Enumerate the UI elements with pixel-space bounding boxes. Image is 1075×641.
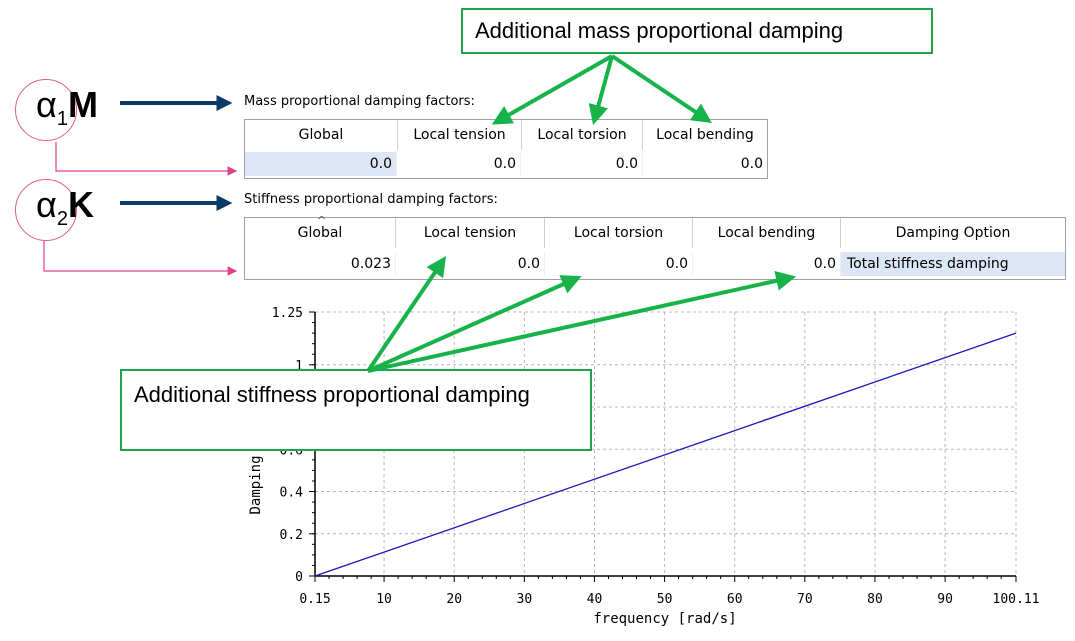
- mass-value-global[interactable]: 0.0: [245, 152, 397, 176]
- alpha2-circle: [15, 179, 77, 241]
- alpha1-circle: [15, 79, 77, 141]
- chart-ticks: 0.15102030405060708090100.1100.20.40.60.…: [272, 306, 1040, 607]
- y-tick-label: 1.25: [272, 306, 303, 321]
- damping-series-line: [314, 332, 1017, 577]
- alpha1-m-symbol: α1M: [36, 84, 98, 131]
- chart-y-axis-label: Damping: [248, 455, 264, 514]
- stiffness-value-local-torsion[interactable]: 0.0: [545, 252, 693, 276]
- stiffness-header-local-bending[interactable]: Local bending: [693, 218, 841, 248]
- x-tick-label: 50: [657, 592, 673, 607]
- mass-header-local-bending[interactable]: Local bending: [656, 127, 754, 143]
- x-tick-label: 20: [446, 592, 462, 607]
- mass-damping-callout: Additional mass proportional damping: [461, 8, 933, 54]
- chart-x-axis-label: frequency [rad/s]: [593, 611, 736, 627]
- x-tick-label: 60: [727, 592, 743, 607]
- mass-value-local-tension[interactable]: 0.0: [397, 152, 521, 176]
- x-tick-label: 90: [937, 592, 953, 607]
- mass-header-local-torsion[interactable]: Local torsion: [522, 120, 643, 150]
- stiffness-factors-table: Global Local tension Local torsion Local…: [244, 214, 1066, 280]
- mass-factors-table: Global Local tension Local torsion Local…: [244, 119, 768, 179]
- stiffness-factors-label: Stiffness proportional damping factors:: [244, 192, 498, 207]
- y-tick-label: 0.2: [280, 528, 303, 543]
- chart-series: [314, 332, 1017, 577]
- mass-damping-callout-text: Additional mass proportional damping: [475, 18, 844, 43]
- y-tick-label: 0.4: [280, 486, 304, 501]
- sort-caret-icon: ^: [317, 214, 327, 227]
- x-tick-label: 70: [797, 592, 813, 607]
- stiffness-damping-callout: Additional stiffness proportional dampin…: [120, 369, 592, 451]
- x-tick-label: 100.11: [993, 592, 1040, 607]
- y-tick-label: 0: [295, 570, 303, 585]
- x-tick-label: 40: [587, 592, 603, 607]
- mass-value-local-torsion[interactable]: 0.0: [521, 152, 643, 176]
- mass-header-local-tension[interactable]: Local tension: [398, 120, 522, 150]
- x-tick-label: 10: [376, 592, 392, 607]
- stiffness-header-local-torsion[interactable]: Local torsion: [545, 218, 693, 248]
- mass-header-global[interactable]: Global: [245, 120, 398, 150]
- stiffness-value-local-bending[interactable]: 0.0: [693, 252, 841, 276]
- stiffness-header-damping-option[interactable]: Damping Option: [895, 225, 1011, 241]
- x-tick-label: 0.15: [299, 592, 330, 607]
- mass-value-local-bending[interactable]: 0.0: [740, 156, 763, 172]
- x-tick-label: 80: [867, 592, 883, 607]
- x-tick-label: 30: [517, 592, 533, 607]
- stiffness-damping-option-select[interactable]: Total stiffness damping: [841, 252, 1065, 276]
- alpha2-k-symbol: α2K: [36, 184, 94, 231]
- stiffness-header-global[interactable]: Global: [245, 218, 396, 248]
- stiffness-damping-callout-text: Additional stiffness proportional dampin…: [134, 382, 530, 407]
- stiffness-header-local-tension[interactable]: Local tension: [396, 218, 545, 248]
- stiffness-value-local-tension[interactable]: 0.0: [396, 252, 545, 276]
- y-tick-label: 1: [295, 359, 303, 374]
- mass-factors-label: Mass proportional damping factors:: [244, 94, 475, 109]
